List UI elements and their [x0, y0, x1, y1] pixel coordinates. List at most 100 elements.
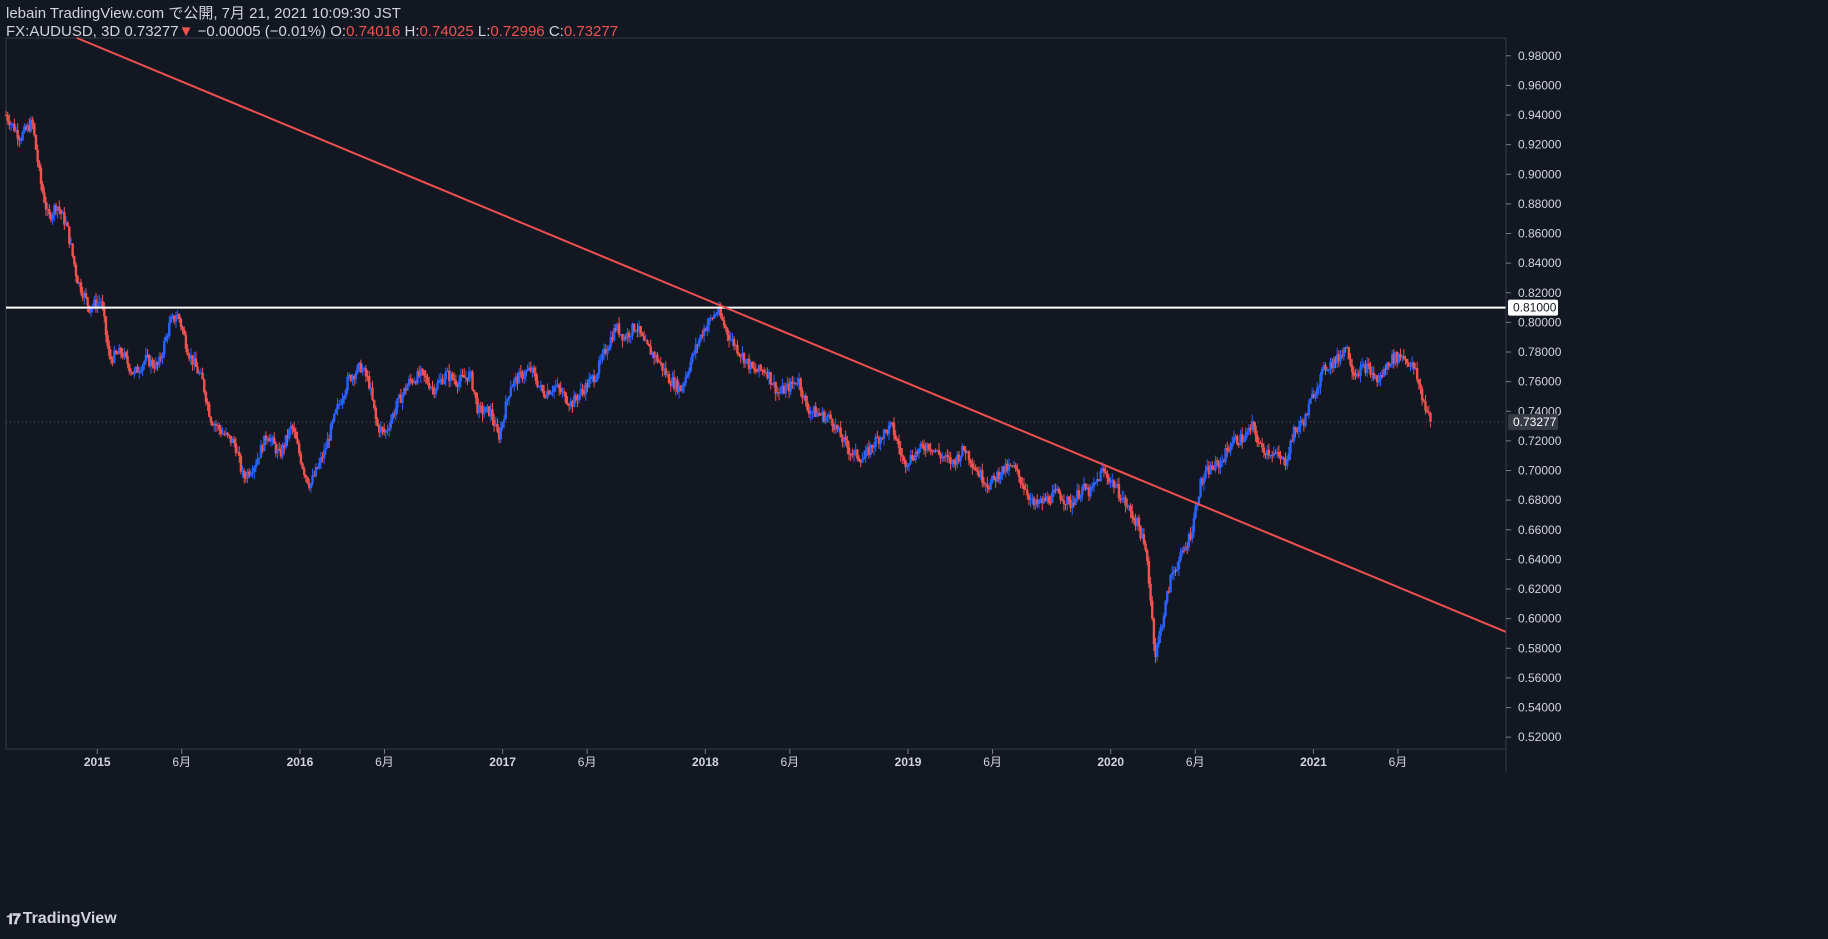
candle — [824, 411, 827, 425]
drawings[interactable] — [6, 37, 1507, 633]
candle — [166, 333, 169, 344]
candle — [354, 370, 358, 384]
candle — [1009, 463, 1012, 467]
candle-body — [1417, 379, 1421, 385]
candle — [1269, 454, 1272, 459]
candle-body — [1136, 517, 1139, 526]
candle-body — [899, 447, 902, 455]
candle — [827, 410, 831, 423]
candle-body — [1001, 466, 1004, 475]
candle-body — [696, 344, 699, 347]
candle-body — [871, 444, 874, 448]
symbol-label[interactable]: FX:AUDUSD, 3D — [6, 23, 121, 40]
price-axis[interactable]: 0.520000.540000.560000.580000.600000.620… — [1505, 38, 1562, 773]
candle — [849, 453, 852, 461]
candle — [1059, 490, 1062, 504]
candle-body — [967, 451, 971, 461]
candle — [1079, 494, 1082, 503]
candle — [586, 379, 589, 393]
candle — [594, 375, 597, 383]
candle — [457, 375, 461, 392]
candle — [304, 474, 308, 483]
candle-body — [1352, 372, 1356, 376]
candle-body — [168, 322, 171, 337]
candle-body — [851, 454, 854, 456]
candle-body — [1137, 517, 1141, 527]
candle-body — [181, 326, 184, 330]
candle-body — [932, 449, 936, 452]
candle — [654, 351, 657, 364]
candle-body — [537, 385, 541, 387]
candle-body — [109, 355, 113, 360]
publish-info: lebain TradingView.com で公開, 7月 21, 2021 … — [6, 5, 401, 22]
candle-body — [827, 414, 831, 417]
candle — [1295, 427, 1299, 434]
candle-body — [441, 378, 444, 384]
candle — [64, 215, 68, 227]
candle-body — [824, 416, 827, 422]
price-tick-label: 0.98000 — [1518, 49, 1562, 63]
candle-body — [144, 354, 148, 362]
candle-body — [617, 323, 621, 335]
candle — [729, 332, 732, 342]
candle — [409, 373, 413, 385]
candle-body — [1181, 550, 1184, 553]
candle — [917, 448, 921, 459]
candle-body — [1024, 488, 1027, 490]
candle — [1004, 458, 1007, 478]
trend-line — [76, 37, 1507, 633]
candle-body — [86, 297, 89, 306]
candle-body — [519, 371, 523, 373]
candle — [351, 374, 354, 386]
candle — [111, 356, 114, 367]
candle-body — [1242, 440, 1246, 443]
candle — [1154, 637, 1157, 664]
candle — [931, 449, 934, 456]
candle — [224, 427, 228, 437]
candle-body — [174, 318, 178, 322]
candle — [1236, 434, 1239, 446]
candle — [1087, 484, 1091, 502]
candle — [1137, 514, 1141, 532]
tradingview-logo[interactable]: 𝟏𝟕 TradingView — [6, 910, 117, 928]
candle — [686, 371, 689, 379]
candle-body — [601, 353, 604, 360]
candle — [676, 376, 679, 395]
candle-body — [259, 445, 263, 458]
candle — [757, 364, 761, 378]
candle — [769, 371, 772, 390]
candle-body — [1410, 362, 1414, 365]
candle-body — [139, 370, 143, 372]
candle — [84, 288, 88, 300]
candle — [329, 422, 333, 442]
candle-body — [834, 424, 837, 430]
candle-body — [479, 405, 483, 407]
candle — [18, 135, 21, 148]
candle — [739, 354, 742, 364]
candle-body — [906, 465, 909, 468]
candle-body — [19, 139, 23, 141]
candle-body — [849, 453, 852, 455]
candle — [509, 380, 513, 398]
time-tick-label: 2017 — [489, 755, 516, 769]
candle-body — [49, 214, 53, 220]
candle — [442, 374, 446, 385]
candle — [591, 374, 594, 383]
candle-body — [586, 382, 589, 388]
price-tick-label: 0.58000 — [1518, 641, 1562, 655]
candle-body — [936, 450, 939, 452]
candle-body — [764, 372, 767, 374]
candle-body — [669, 383, 672, 386]
candle-body — [1044, 497, 1047, 502]
candle — [146, 348, 149, 359]
candle-body — [1121, 497, 1124, 501]
candle-body — [542, 391, 546, 397]
candle-body — [1236, 435, 1239, 444]
time-axis[interactable]: 2015 6月 2016 6月 2017 6月 2018 6月 2019 6月 2020 6月 2021… — [6, 748, 1506, 769]
candle — [714, 312, 717, 318]
candle-body — [367, 376, 371, 389]
candle-body — [1407, 363, 1411, 367]
candle-body — [847, 447, 851, 454]
candle-body — [857, 458, 861, 461]
